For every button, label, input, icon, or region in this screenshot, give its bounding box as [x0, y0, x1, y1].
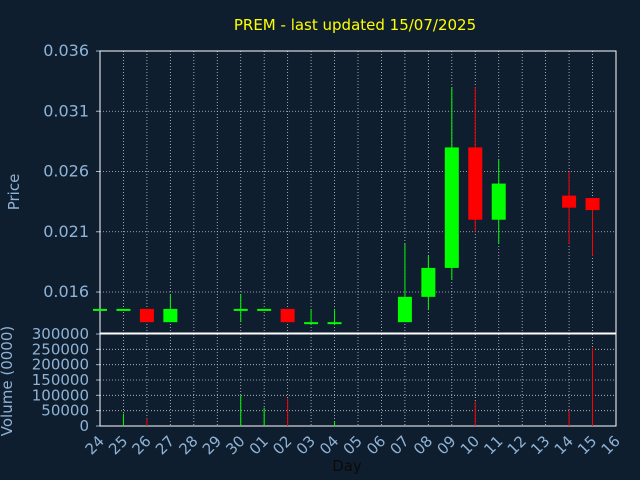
price-panel: 0.036 0.031 0.026 0.021 0.016 [43, 41, 617, 334]
x-tick-label: 06 [363, 432, 389, 458]
candle-body [562, 195, 577, 208]
candle-body [233, 308, 248, 311]
x-tick-label: 05 [340, 432, 366, 458]
candle-body [304, 322, 319, 325]
x-tick-label: 30 [222, 432, 248, 458]
candle-body [327, 322, 342, 325]
price-tick-label: 0.036 [43, 41, 89, 60]
x-tick-label: 28 [175, 432, 201, 458]
candle-body [257, 308, 272, 311]
x-tick-label: 26 [129, 432, 155, 458]
candle-body [93, 308, 107, 311]
x-tick-label: 24 [82, 432, 108, 458]
x-tick-label: 10 [457, 432, 483, 458]
price-tick-label: 0.031 [43, 101, 89, 120]
x-tick-label: 14 [551, 432, 577, 458]
x-tick-label: 07 [387, 432, 413, 458]
x-tick-label: 27 [152, 432, 178, 458]
chart-title: PREM - last updated 15/07/2025 [234, 16, 476, 34]
candle-body [421, 267, 436, 297]
volume-tick-label: 100000 [32, 386, 89, 404]
x-tick-label: 25 [105, 432, 131, 458]
price-plot-frame [99, 50, 617, 334]
volume-tick-label: 300000 [32, 325, 89, 343]
x-tick-label: 12 [504, 432, 530, 458]
candle-body [491, 183, 506, 220]
volume-tick-label: 50000 [41, 402, 89, 420]
x-tick-label: 15 [574, 432, 600, 458]
volume-tick-label: 150000 [32, 371, 89, 389]
volume-panel: 3000002500002000001500001000005000002425… [32, 325, 624, 458]
volume-tick-label: 0 [79, 417, 89, 435]
x-tick-label: 08 [410, 432, 436, 458]
x-tick-label: 02 [269, 432, 295, 458]
candle-body [163, 308, 178, 323]
x-tick-label: 09 [433, 432, 459, 458]
volume-tick-label: 200000 [32, 356, 89, 374]
volume-tick-label: 250000 [32, 340, 89, 358]
price-tick-label: 0.016 [43, 282, 89, 301]
x-tick-label: 01 [246, 432, 272, 458]
candle-body [139, 308, 154, 323]
volume-axis-label: Volume (0000) [0, 326, 16, 436]
x-tick-label: 11 [480, 432, 506, 458]
x-tick-label: 13 [527, 432, 553, 458]
x-tick-label: 03 [293, 432, 319, 458]
candle-body [280, 308, 295, 323]
x-tick-label: 16 [598, 432, 624, 458]
price-axis-label: Price [5, 174, 23, 211]
price-tick-label: 0.026 [43, 162, 89, 181]
x-tick-label: 04 [316, 432, 342, 458]
candle-body [468, 147, 483, 220]
candle-body [585, 198, 600, 211]
x-tick-label: 29 [199, 432, 225, 458]
candle-body [116, 308, 131, 311]
x-axis-label: Day [332, 457, 362, 475]
volume-plot-frame [99, 333, 617, 427]
candle-body [444, 147, 459, 268]
candle-body [397, 296, 412, 323]
price-tick-label: 0.021 [43, 222, 89, 241]
